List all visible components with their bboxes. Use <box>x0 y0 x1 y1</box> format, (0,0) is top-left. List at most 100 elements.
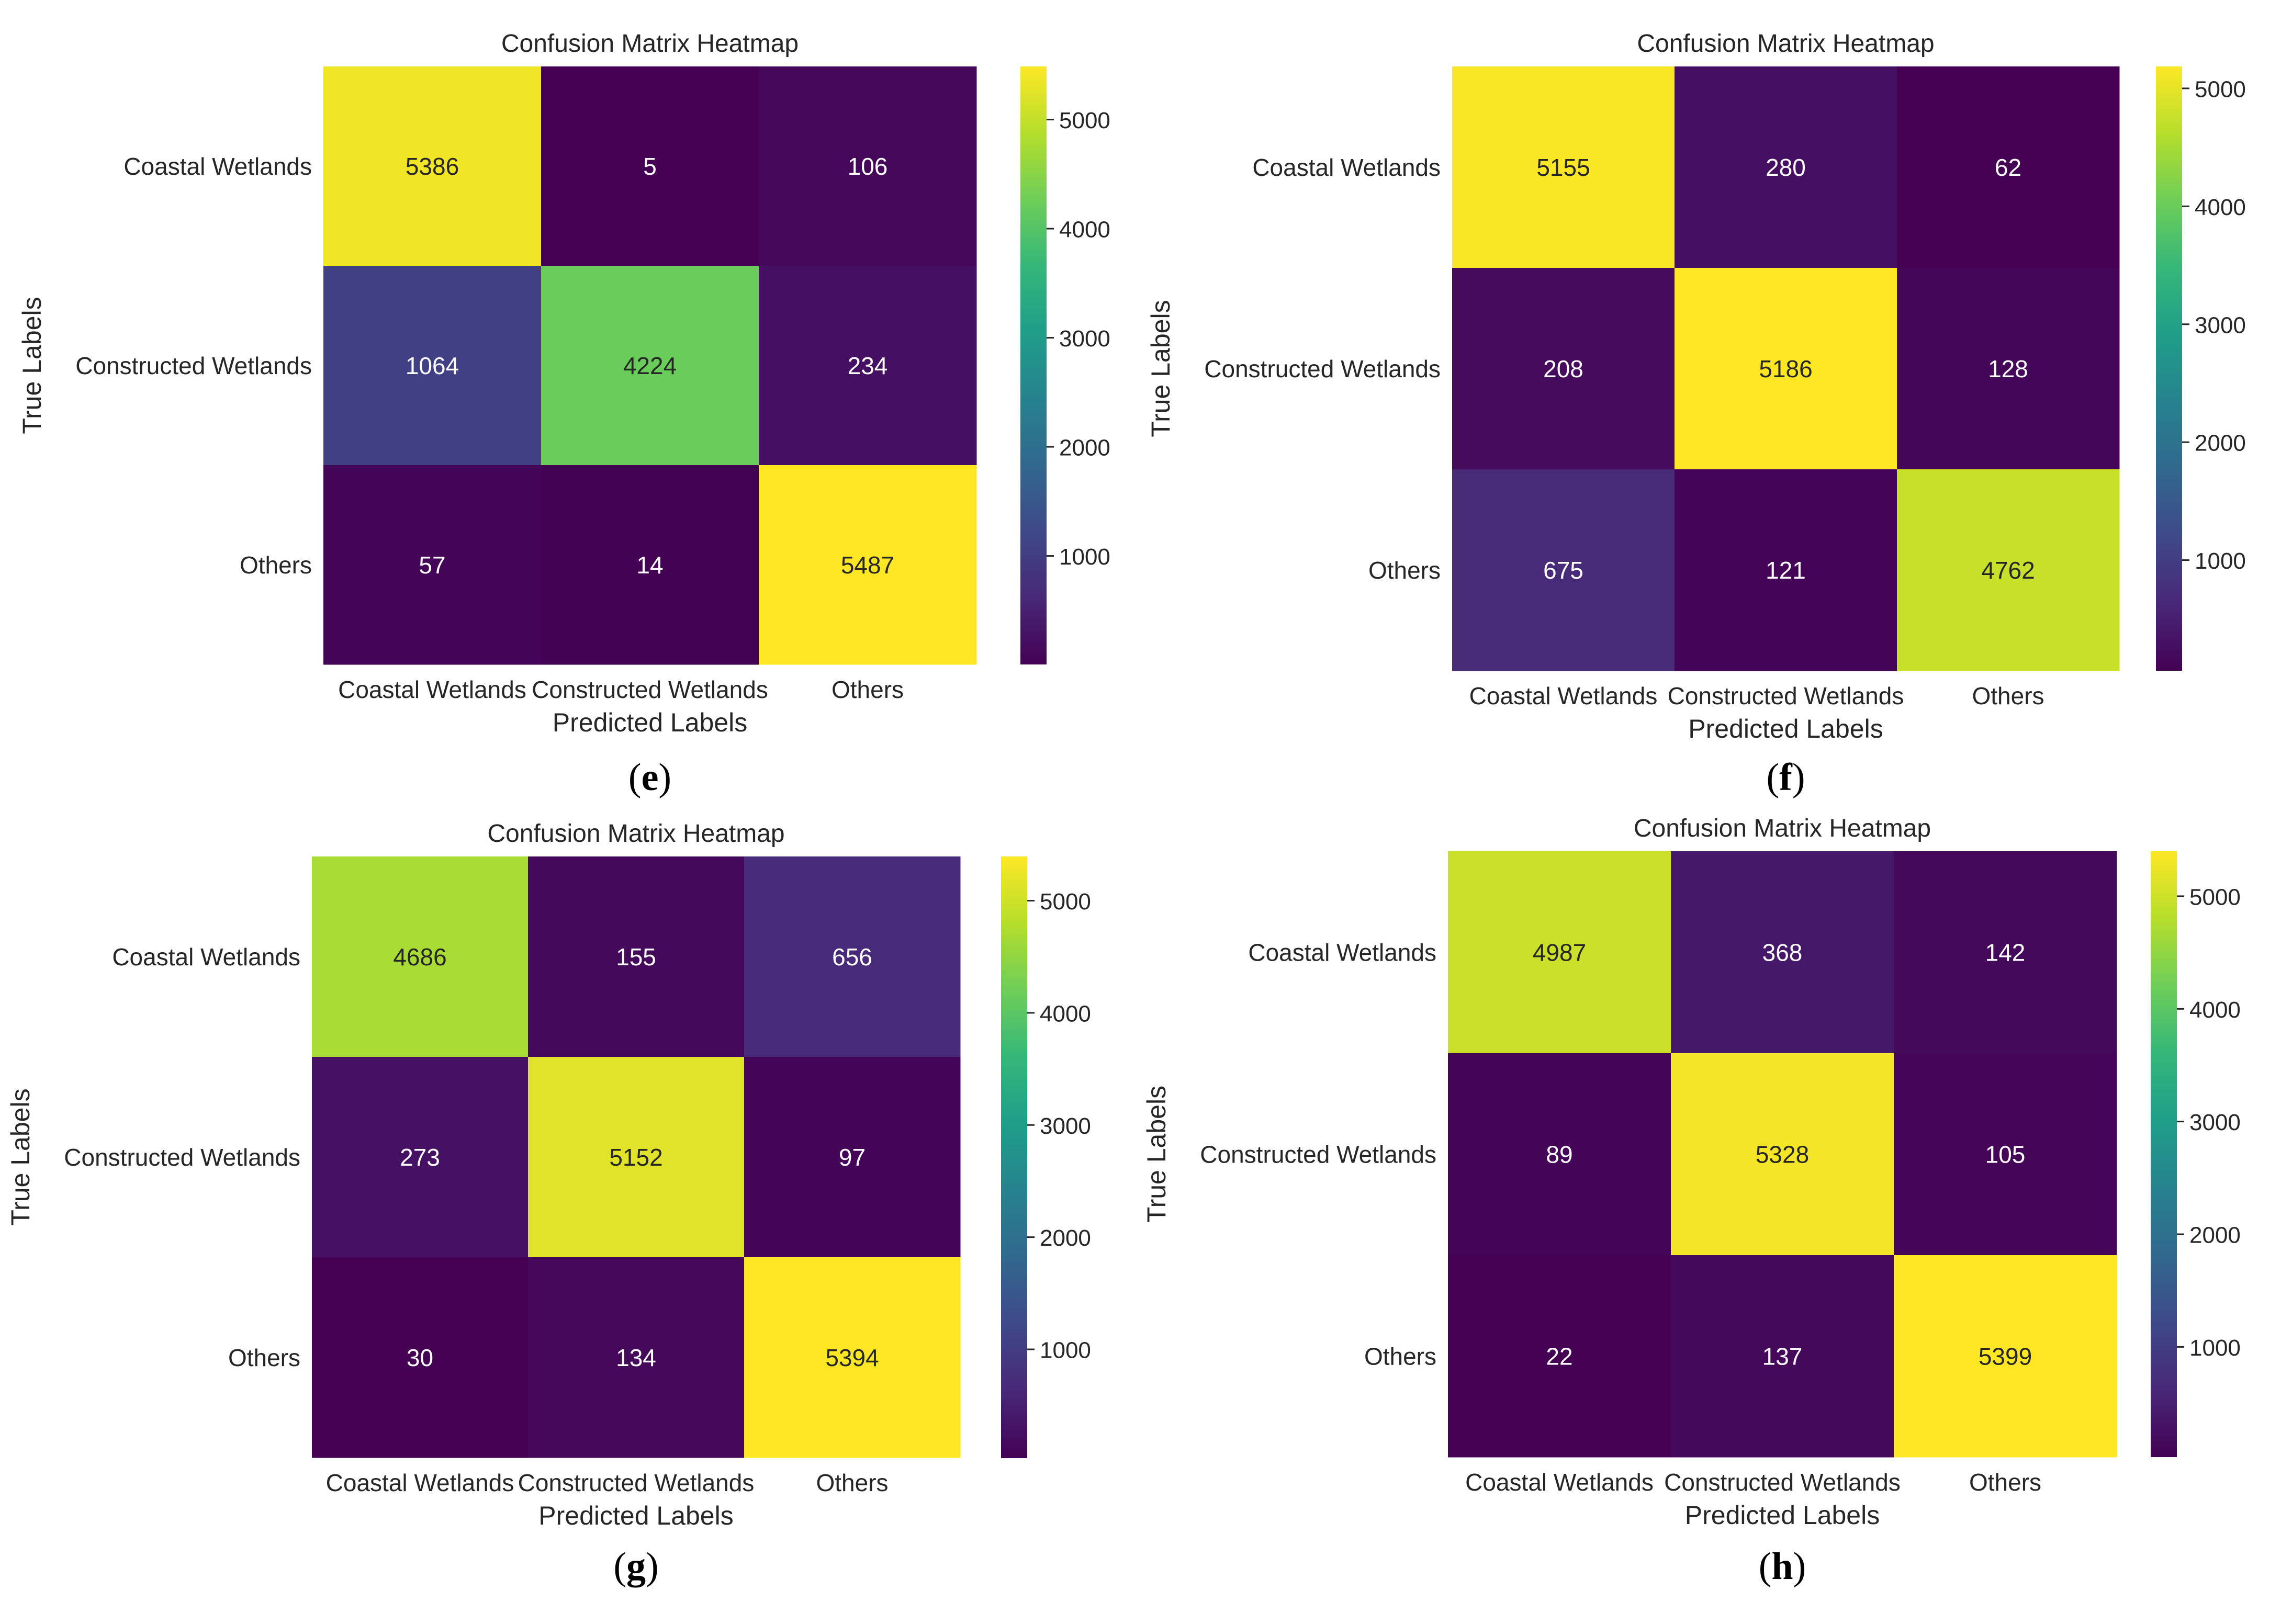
heatmap-cell <box>312 856 529 1057</box>
x-axis-label: Predicted Labels <box>1688 714 1883 743</box>
colorbar-tick-label: 3000 <box>2195 312 2246 338</box>
panel-label: (g) <box>613 1545 658 1588</box>
x-tick-label: Others <box>816 1469 888 1496</box>
colorbar-tick-label: 5000 <box>1059 108 1110 133</box>
x-tick-label: Coastal Wetlands <box>1469 682 1658 709</box>
colorbar <box>2156 66 2182 671</box>
colorbar-tick-label: 4000 <box>1040 1001 1091 1027</box>
colorbar-tick-label: 1000 <box>2195 548 2246 574</box>
cell-value: 106 <box>848 153 888 180</box>
heatmap-cell <box>1897 469 2120 671</box>
cell-value: 5328 <box>1756 1141 1809 1168</box>
y-axis-label: True Labels <box>1142 1086 1171 1223</box>
x-axis-label: Predicted Labels <box>553 708 747 737</box>
cell-value: 89 <box>1546 1141 1572 1168</box>
y-tick-label: Others <box>228 1344 300 1371</box>
colorbar-tick-label: 2000 <box>2189 1223 2241 1248</box>
cell-value: 14 <box>636 551 663 579</box>
x-tick-label: Coastal Wetlands <box>338 676 526 703</box>
panel-e: Confusion Matrix Heatmap 5386 5 106 1064 4224… <box>17 30 1110 799</box>
cell-value: 208 <box>1543 355 1583 382</box>
colorbar-tick-label: 2000 <box>1059 435 1110 461</box>
heatmap-cell <box>1452 268 1675 470</box>
chart-title: Confusion Matrix Heatmap <box>487 820 784 848</box>
cell-value: 4987 <box>1533 939 1586 966</box>
heatmap-cell <box>1671 1053 1894 1256</box>
cell-value: 97 <box>839 1144 866 1171</box>
heatmap-cell <box>1448 1053 1671 1256</box>
cell-value: 121 <box>1766 557 1806 584</box>
colorbar-tick-label: 1000 <box>1059 544 1110 570</box>
y-tick-label: Constructed Wetlands <box>64 1144 300 1171</box>
cell-value: 137 <box>1762 1343 1803 1370</box>
x-axis-label: Predicted Labels <box>1685 1501 1880 1530</box>
cell-value: 57 <box>419 551 445 579</box>
heatmap-cell <box>528 1257 745 1458</box>
cell-value: 368 <box>1762 939 1803 966</box>
y-tick-label: Constructed Wetlands <box>75 352 312 379</box>
y-tick-label: Coastal Wetlands <box>1248 939 1436 966</box>
colorbar <box>1001 856 1027 1458</box>
x-tick-label: Constructed Wetlands <box>518 1469 755 1496</box>
heatmap-cell <box>1452 66 1675 268</box>
cell-value: 5394 <box>825 1344 879 1371</box>
chart-title: Confusion Matrix Heatmap <box>1637 30 1934 58</box>
colorbar-tick-label: 4000 <box>2189 997 2241 1023</box>
cell-value: 142 <box>1985 939 2026 966</box>
heatmap-cell <box>1894 1053 2117 1256</box>
x-axis-label: Predicted Labels <box>538 1501 733 1530</box>
heatmap-cell <box>1894 851 2117 1054</box>
heatmap-cell <box>528 1057 745 1258</box>
x-tick-label: Constructed Wetlands <box>1664 1469 1901 1496</box>
heatmap-cell <box>1675 268 1897 470</box>
heatmap-cell <box>759 266 977 466</box>
heatmap-cell <box>1897 268 2120 470</box>
panel-label: (e) <box>628 756 671 799</box>
cell-value: 1064 <box>406 352 459 379</box>
x-tick-label: Others <box>1972 682 2044 709</box>
cell-value: 280 <box>1766 154 1806 181</box>
heatmap-cell <box>1897 66 2120 268</box>
heatmap-cell <box>528 856 745 1057</box>
panel-h: Confusion Matrix Heatmap 4987 368 142 89 5328… <box>1142 815 2241 1588</box>
colorbar-tick-label: 5000 <box>2189 884 2241 910</box>
y-tick-label: Others <box>1364 1343 1436 1370</box>
colorbar-tick-label: 5000 <box>2195 76 2246 102</box>
cell-value: 5 <box>643 153 657 180</box>
cell-value: 5399 <box>1979 1343 2032 1370</box>
heatmap-cell <box>1671 851 1894 1054</box>
panel-g: Confusion Matrix Heatmap 4686 155 656 273 515… <box>6 820 1091 1588</box>
y-tick-label: Coastal Wetlands <box>1252 154 1441 181</box>
x-tick-label: Coastal Wetlands <box>326 1469 514 1496</box>
cell-value: 675 <box>1543 557 1583 584</box>
panel-label: (f) <box>1767 756 1805 799</box>
panel-f: Confusion Matrix Heatmap 5155 280 62 208 5186… <box>1146 30 2246 799</box>
heatmap-cell <box>1448 1255 1671 1458</box>
x-tick-label: Coastal Wetlands <box>1465 1469 1654 1496</box>
heatmap-cell <box>759 465 977 665</box>
heatmap-cell <box>323 266 542 466</box>
y-tick-label: Others <box>1368 557 1441 584</box>
colorbar-tick-label: 4000 <box>1059 217 1110 243</box>
heatmap-cell <box>541 66 759 266</box>
heatmap-cell <box>744 856 961 1057</box>
colorbar-tick-label: 1000 <box>1040 1338 1091 1363</box>
x-tick-label: Others <box>832 676 904 703</box>
cell-value: 155 <box>616 943 656 971</box>
x-tick-label: Constructed Wetlands <box>1668 682 1904 709</box>
heatmap-cell <box>744 1057 961 1258</box>
heatmap-cell <box>1675 469 1897 671</box>
heatmap-cell <box>1894 1255 2117 1458</box>
cell-value: 234 <box>848 352 888 379</box>
y-tick-label: Constructed Wetlands <box>1204 355 1441 382</box>
cell-value: 4224 <box>623 352 677 379</box>
colorbar <box>2151 851 2177 1457</box>
cell-value: 62 <box>1995 154 2021 181</box>
y-axis-label: True Labels <box>17 297 47 434</box>
colorbar <box>1020 66 1047 664</box>
heatmap-cell <box>323 465 542 665</box>
heatmap-cell <box>541 465 759 665</box>
colorbar-tick-label: 3000 <box>1040 1113 1091 1139</box>
